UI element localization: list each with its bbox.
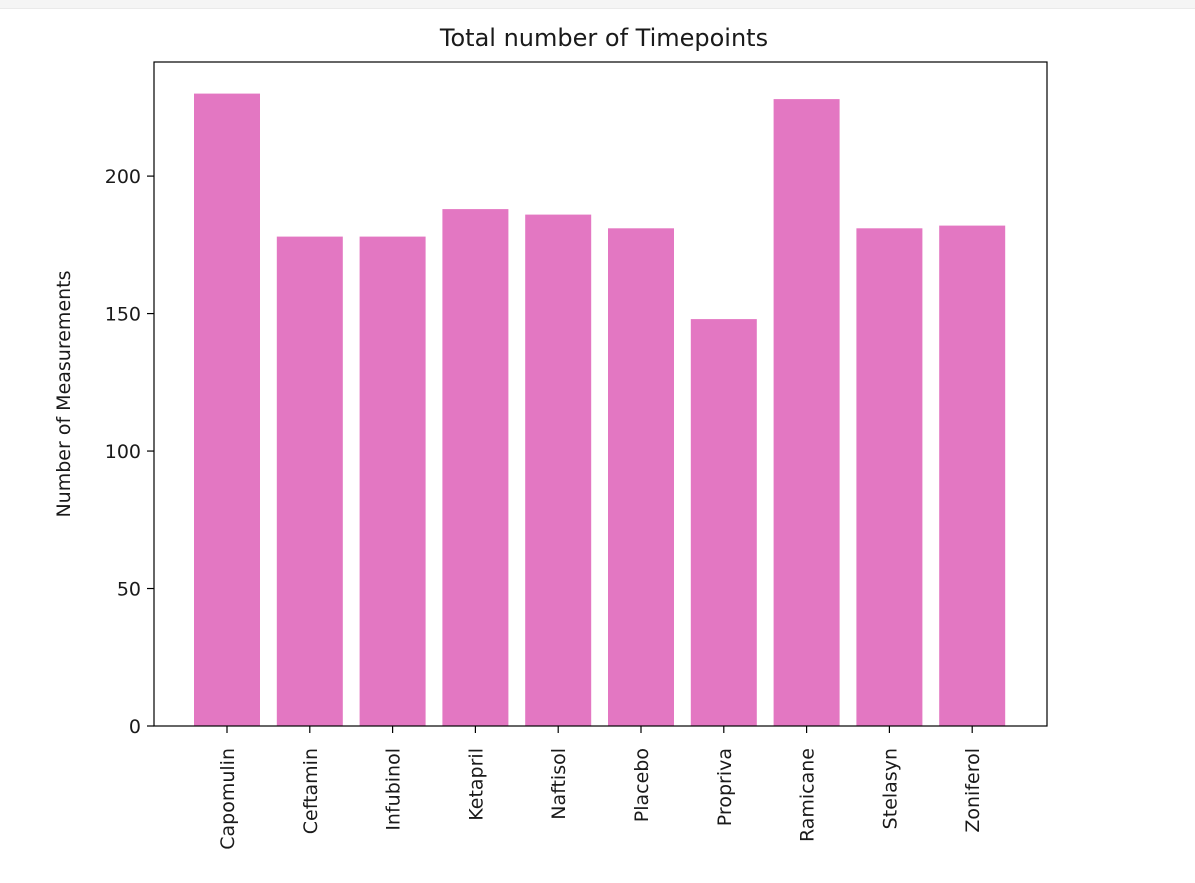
x-tick-label-propriva: Propriva [714,748,736,826]
bar-ceftamin [276,236,343,726]
bar-stelasyn [856,228,923,727]
bar-zoniferol [939,225,1006,726]
axes-frame [153,61,1048,727]
x-tick-label-placebo: Placebo [631,748,653,822]
y-tick-label: 50 [117,579,141,601]
x-tick-label-naftisol: Naftisol [548,748,570,820]
bar-capomulin [194,93,260,727]
cell-top-border [0,0,1195,9]
y-tick-label: 100 [105,441,141,463]
x-tick-label-capomulin: Capomulin [217,748,239,850]
x-tick-label-stelasyn: Stelasyn [879,748,901,829]
bar-naftisol [525,214,592,726]
chart-title: Total number of Timepoints [439,24,768,52]
bar-infubinol [359,236,426,726]
x-tick-label-infubinol: Infubinol [383,748,405,831]
x-tick-label-zoniferol: Zoniferol [962,748,984,833]
bar-ramicane [773,99,840,727]
x-tick-label-ketapril: Ketapril [465,748,487,821]
y-axis-label: Number of Measurements [53,270,75,517]
bar-placebo [608,228,674,727]
y-tick-label: 150 [105,304,141,326]
x-tick-label-ceftamin: Ceftamin [300,748,322,834]
plot-area: 0 50 100 150 200 Capomulin Ceftamin Infubinol Ke… [105,61,1048,850]
bar-propriva [690,319,757,726]
x-tick-label-ramicane: Ramicane [797,748,819,842]
y-tick-label: 0 [129,716,141,738]
bar-ketapril [442,209,509,727]
y-tick-label: 200 [105,166,141,188]
